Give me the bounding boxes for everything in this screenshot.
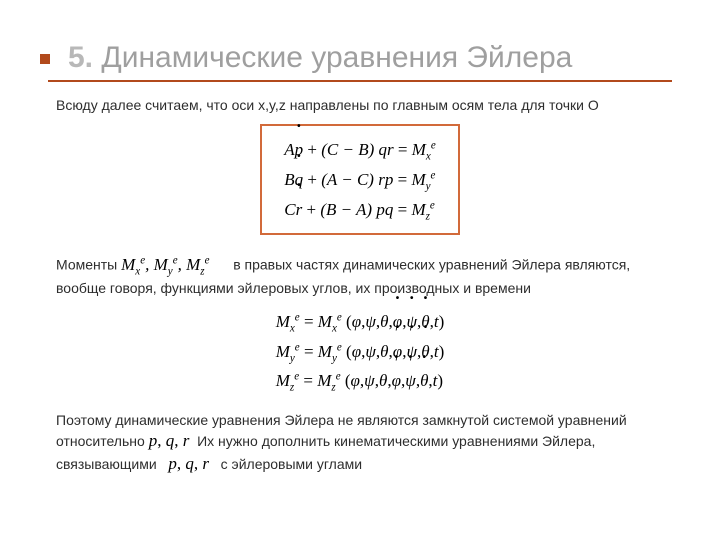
p2-text-a: Моменты xyxy=(56,257,121,273)
moment-func-3: Mze = Mze (φ,ψ,θ,φ,ψ,θ,t) xyxy=(276,367,445,397)
moment-functions: Mxe = Mxe (φ,ψ,θ,φ,ψ,θ,t) Mye = Mye (φ,ψ… xyxy=(276,308,445,397)
euler-eq-3: Cr + (B − A) pq = Mze xyxy=(284,196,435,226)
euler-eq-1: Ap + (C − B) qr = Mxe xyxy=(284,136,435,166)
title-number: 5. xyxy=(68,41,93,74)
moment-func-1: Mxe = Mxe (φ,ψ,θ,φ,ψ,θ,t) xyxy=(276,308,445,338)
title-underline xyxy=(48,80,672,82)
title-bullet xyxy=(40,54,50,64)
euler-equations-box: Ap + (C − B) qr = Mxe Bq + (A − C) rp = … xyxy=(260,124,459,235)
slide-title: 5. Динамические уравнения Эйлера xyxy=(48,24,672,78)
pqr-inline-1: p, q, r xyxy=(149,431,190,450)
paragraph-2: Моменты Mxe, Mye, Mze в правых частях ди… xyxy=(56,253,664,298)
paragraph-1: Всюду далее считаем, что оси x,y,z напра… xyxy=(56,96,664,115)
paragraph-3: Поэтому динамические уравнения Эйлера не… xyxy=(56,411,664,476)
title-text: Динамические уравнения Эйлера xyxy=(101,41,572,74)
slide: 5. Динамические уравнения Эйлера Всюду д… xyxy=(0,0,720,540)
moments-inline: Mxe, Mye, Mze xyxy=(121,255,214,274)
pqr-inline-2: p, q, r xyxy=(168,454,209,473)
moment-func-2: Mye = Mye (φ,ψ,θ,φ,ψ,θ,t) xyxy=(276,338,445,368)
euler-eq-2: Bq + (A − C) rp = Mye xyxy=(284,166,435,196)
p3-text-c: с эйлеровыми углами xyxy=(221,456,362,472)
